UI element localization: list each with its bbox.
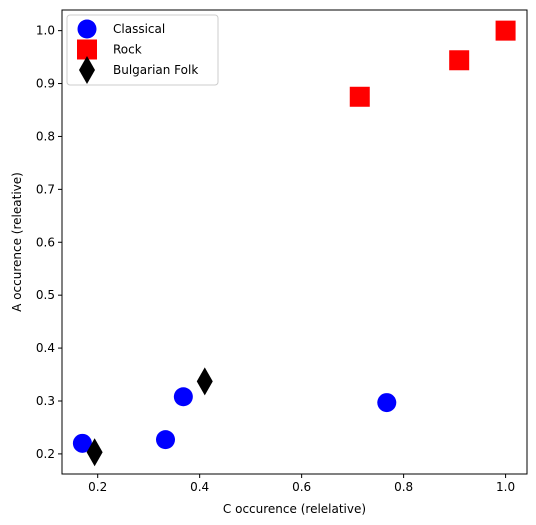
plot-frame [61, 9, 528, 475]
y-tick-label: 0.2 [36, 447, 55, 461]
legend-label-rock: Rock [113, 43, 142, 57]
x-axis-label: C occurence (relelative) [223, 502, 366, 516]
y-tick-label: 0.8 [36, 129, 55, 143]
y-tick-label: 0.5 [36, 288, 55, 302]
y-tick-label: 0.9 [36, 77, 55, 91]
point-bulgarian-folk [196, 367, 213, 396]
x-tick-label: 1.0 [496, 480, 515, 494]
plot-area [62, 10, 527, 474]
y-tick-label: 0.3 [36, 394, 55, 408]
point-classical [173, 387, 193, 407]
y-tick-label: 1.0 [36, 24, 55, 38]
axis-ticks: 0.2 0.4 0.6 0.8 1.0 0.2 0.3 0.4 0.5 0.6 0.7 0.8 0.9 1… [36, 24, 515, 494]
legend-marker-classical [77, 19, 97, 39]
point-classical [156, 430, 176, 450]
point-bulgarian-folk [86, 438, 103, 467]
y-axis-label: A occurence (releative) [10, 172, 24, 312]
point-rock [449, 50, 470, 71]
legend: Classical Rock Bulgarian Folk [66, 14, 219, 86]
x-tick-label: 0.2 [88, 480, 107, 494]
point-classical [377, 393, 397, 413]
y-tick-label: 0.4 [36, 341, 55, 355]
x-tick-label: 0.6 [292, 480, 311, 494]
y-tick-label: 0.7 [36, 182, 55, 196]
x-tick-label: 0.4 [190, 480, 209, 494]
legend-box [66, 14, 219, 86]
x-tick-label: 0.8 [394, 480, 413, 494]
legend-label-bulgarian-folk: Bulgarian Folk [113, 63, 198, 77]
point-classical [72, 433, 92, 453]
legend-marker-rock [77, 39, 97, 60]
data-markers [72, 20, 516, 467]
legend-label-classical: Classical [113, 22, 165, 36]
y-tick-label: 0.6 [36, 235, 55, 249]
point-rock [495, 20, 516, 41]
legend-marker-bulgarian-folk [79, 56, 95, 84]
point-rock [349, 86, 370, 107]
